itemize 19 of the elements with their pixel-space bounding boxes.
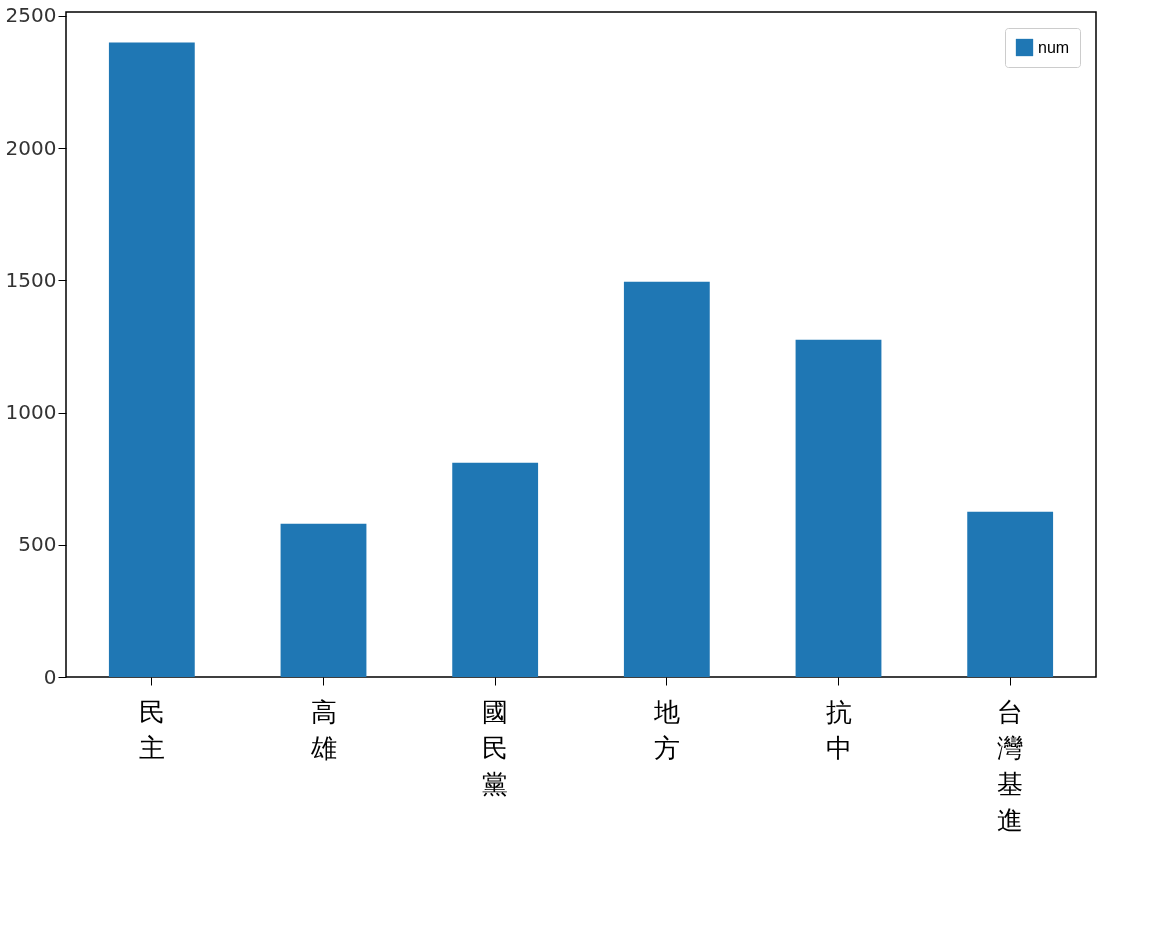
y-tick-label: 2500 bbox=[5, 3, 57, 28]
legend-label: num bbox=[1038, 38, 1070, 56]
bar bbox=[967, 511, 1054, 677]
bar bbox=[795, 339, 882, 677]
x-tick-label: 高雄 bbox=[309, 697, 337, 763]
x-tick-label: 地方 bbox=[652, 697, 680, 763]
bar bbox=[108, 42, 195, 677]
y-tick-label: 1000 bbox=[5, 400, 57, 425]
y-tick-label: 1500 bbox=[5, 267, 57, 292]
bar bbox=[452, 462, 539, 677]
y-tick-label: 500 bbox=[18, 532, 57, 557]
x-tick-label: 民主 bbox=[138, 697, 165, 763]
x-tick-label: 台灣基進 bbox=[997, 697, 1024, 835]
y-tick-label: 0 bbox=[43, 664, 57, 689]
y-tick-label: 2000 bbox=[5, 135, 57, 160]
bar bbox=[280, 523, 367, 677]
bar bbox=[623, 281, 710, 677]
x-tick-label: 國民黨 bbox=[482, 697, 509, 799]
x-tick-label: 抗中 bbox=[825, 697, 852, 763]
